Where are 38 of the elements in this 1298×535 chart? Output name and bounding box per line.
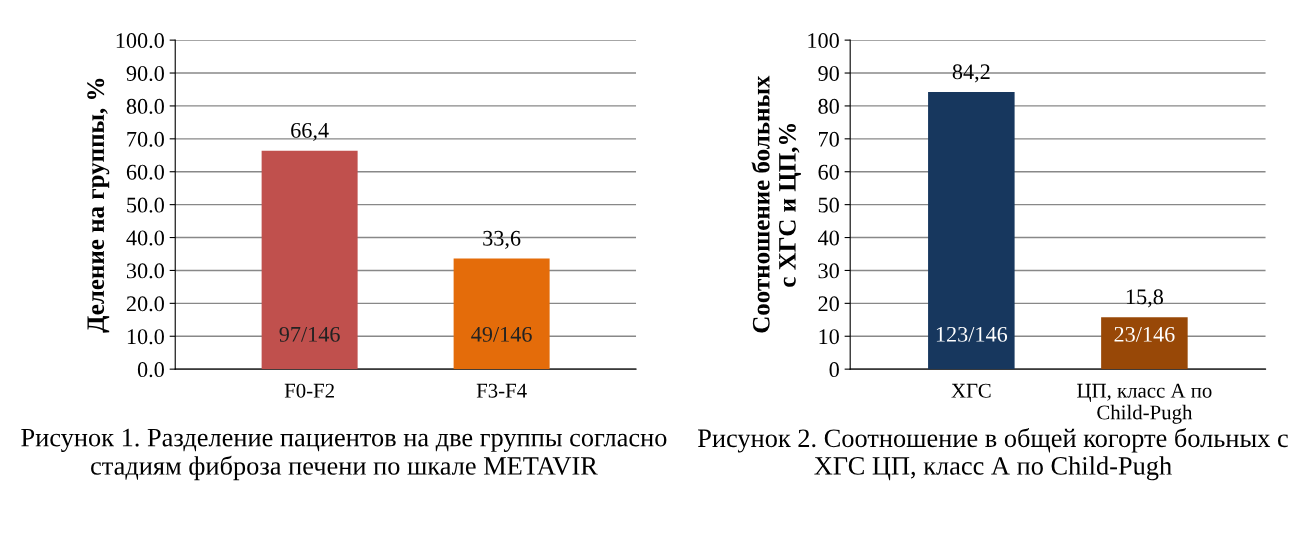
y-tick-label: 0.0 [137, 362, 164, 378]
y-tick-label: 30 [818, 263, 839, 279]
y-tick-label: 90 [818, 65, 839, 81]
annotation: 49/146 [471, 326, 532, 342]
y-tick-label: 80 [818, 98, 839, 114]
annotation: 97/146 [279, 326, 340, 342]
y-tick-label: 10.0 [127, 329, 164, 345]
x-tick-label: ЦП, класс А по Child-Pugh [1077, 383, 1212, 424]
y-tick-label: 40.0 [126, 230, 164, 246]
y-tick-label: 50.0 [127, 197, 164, 213]
x-tick-label: F0-F2 [284, 383, 334, 398]
y-axis-title: Деление на группы, % [87, 78, 110, 333]
y-axis-title: Соотношение больных с ХГС и ЦП,% [751, 75, 801, 333]
x-tick-label: F3-F4 [476, 383, 527, 398]
y-tick-label: 50 [818, 197, 839, 213]
y-tick-label: 80.0 [126, 98, 164, 114]
y-tick-label: 100.0 [116, 33, 164, 49]
text: Рисунок 2. Соотношение в общей когорте больных с ХГС ЦП, класс А по Child-Pugh [697, 428, 1288, 481]
annotation: 23/146 [1114, 326, 1175, 342]
y-tick-label: 60 [818, 164, 839, 180]
y-tick-label: 70 [819, 131, 839, 147]
y-tick-label: 90.0 [126, 65, 164, 82]
y-tick-label: 20 [818, 296, 839, 312]
data-label: 33,6 [483, 230, 521, 249]
data-label: 84,2 [952, 64, 990, 83]
y-tick-label: 40 [817, 230, 839, 246]
x-tick-label: ХГС [951, 383, 991, 398]
data-label: 66,4 [291, 122, 329, 142]
y-tick-label: 60.0 [126, 164, 164, 180]
y-tick-label: 0 [829, 362, 839, 378]
y-tick-label: 70.0 [127, 131, 164, 147]
y-tick-label: 30.0 [126, 263, 164, 279]
text: Рисунок 1. Разделение пациентов на две группы согласно стадиям фиброза печени по шкале METAVIR [21, 428, 667, 481]
annotation: 123/146 [936, 326, 1008, 342]
y-tick-label: 10 [819, 329, 839, 345]
y-tick-label: 100 [808, 33, 839, 49]
data-label: 15,8 [1126, 289, 1163, 308]
y-tick-label: 20.0 [126, 296, 164, 312]
